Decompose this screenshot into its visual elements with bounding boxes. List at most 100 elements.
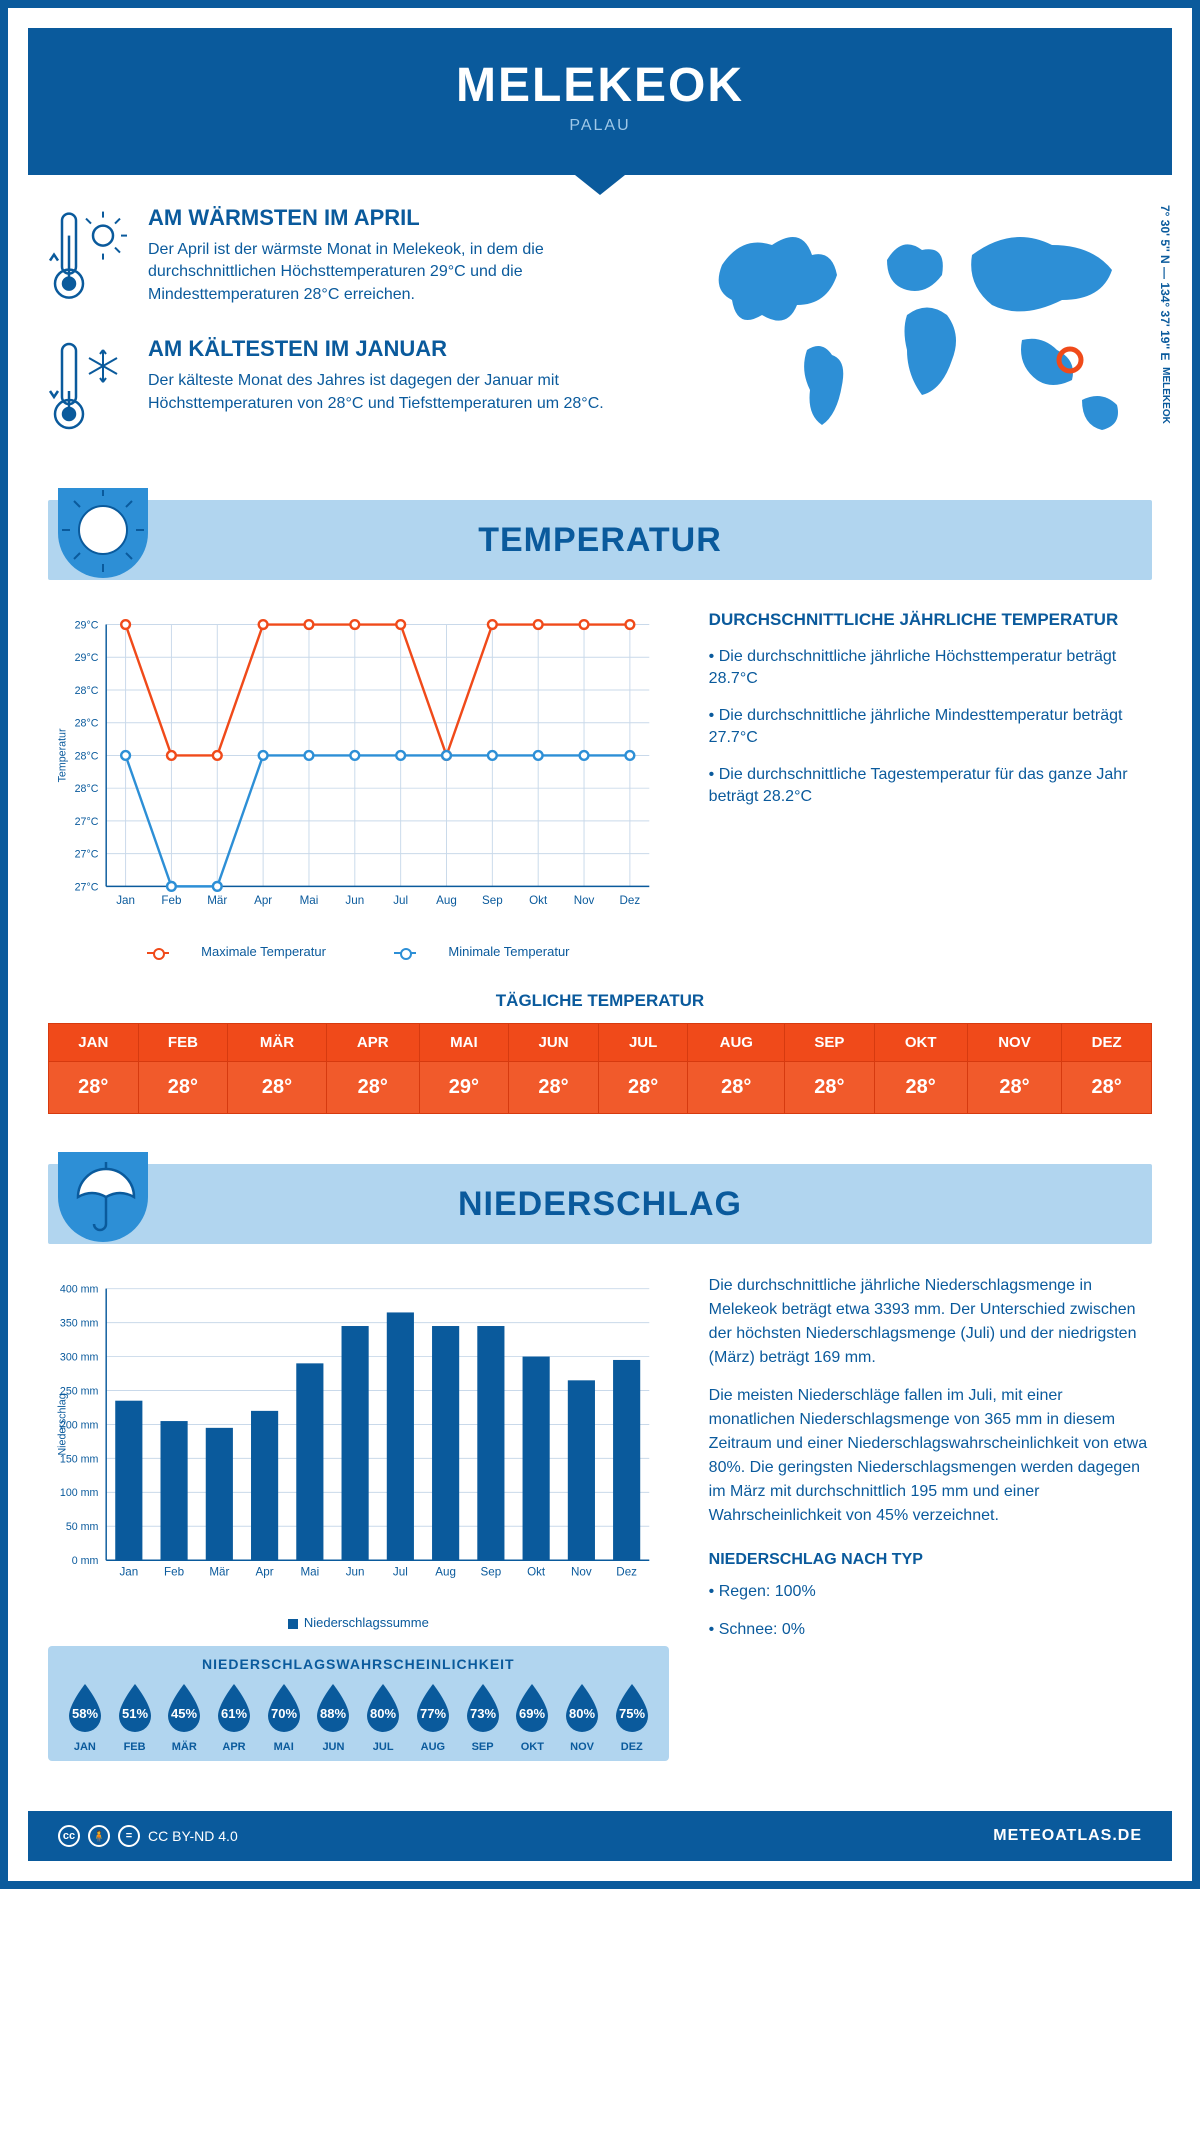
- probability-drop: 45%MÄR: [159, 1682, 209, 1753]
- thermometer-sun-icon: [48, 205, 128, 306]
- daily-header-cell: APR: [326, 1024, 419, 1062]
- daily-header-cell: NOV: [967, 1024, 1062, 1062]
- daily-value-cell: 28°: [1062, 1062, 1152, 1114]
- svg-text:75%: 75%: [619, 1706, 645, 1721]
- svg-text:Mär: Mär: [207, 894, 227, 907]
- svg-text:Jul: Jul: [393, 1566, 408, 1579]
- daily-value-cell: 28°: [138, 1062, 228, 1114]
- daily-header-cell: JUN: [509, 1024, 599, 1062]
- precipitation-legend: Niederschlagssumme: [48, 1615, 669, 1630]
- sun-icon: [58, 488, 148, 578]
- svg-text:350 mm: 350 mm: [60, 1318, 99, 1330]
- temperature-section-header: TEMPERATUR: [48, 500, 1152, 580]
- svg-text:100 mm: 100 mm: [60, 1487, 99, 1499]
- daily-header-cell: OKT: [874, 1024, 967, 1062]
- svg-text:69%: 69%: [519, 1706, 545, 1721]
- probability-drop: 77%AUG: [408, 1682, 458, 1753]
- warmest-title: AM WÄRMSTEN IM APRIL: [148, 205, 652, 231]
- temperature-title: TEMPERATUR: [478, 521, 722, 560]
- svg-text:Dez: Dez: [616, 1566, 637, 1579]
- svg-text:58%: 58%: [72, 1706, 98, 1721]
- svg-text:Sep: Sep: [482, 894, 503, 907]
- probability-drop: 80%JUL: [358, 1682, 408, 1753]
- svg-text:Temperatur: Temperatur: [56, 728, 68, 782]
- world-map: 7° 30' 5'' N — 134° 37' 19'' E MELEKEOK: [692, 205, 1152, 470]
- svg-text:28°C: 28°C: [75, 685, 99, 697]
- daily-value-cell: 28°: [49, 1062, 139, 1114]
- svg-text:Aug: Aug: [435, 1566, 456, 1579]
- svg-text:Feb: Feb: [161, 894, 181, 907]
- svg-text:Jun: Jun: [346, 1566, 365, 1579]
- svg-text:50 mm: 50 mm: [66, 1521, 99, 1533]
- svg-text:80%: 80%: [370, 1706, 396, 1721]
- svg-text:28°C: 28°C: [75, 718, 99, 730]
- svg-text:400 mm: 400 mm: [60, 1284, 99, 1296]
- svg-text:Okt: Okt: [527, 1566, 546, 1579]
- precipitation-bar-chart: 0 mm50 mm100 mm150 mm200 mm250 mm300 mm3…: [48, 1274, 669, 1630]
- precipitation-section-header: NIEDERSCHLAG: [48, 1164, 1152, 1244]
- svg-text:Nov: Nov: [574, 894, 595, 907]
- svg-text:29°C: 29°C: [75, 619, 99, 631]
- daily-value-cell: 28°: [228, 1062, 327, 1114]
- svg-text:28°C: 28°C: [75, 750, 99, 762]
- daily-header-cell: SEP: [785, 1024, 875, 1062]
- city-title: MELEKEOK: [48, 58, 1152, 113]
- by-icon: 🧍: [88, 1825, 110, 1847]
- probability-drop: 61%APR: [209, 1682, 259, 1753]
- warmest-body: Der April ist der wärmste Monat in Melek…: [148, 239, 652, 306]
- daily-value-cell: 28°: [874, 1062, 967, 1114]
- precipitation-probability-box: NIEDERSCHLAGSWAHRSCHEINLICHKEIT 58%JAN51…: [48, 1646, 669, 1761]
- svg-text:0 mm: 0 mm: [72, 1555, 99, 1567]
- daily-header-cell: JAN: [49, 1024, 139, 1062]
- svg-text:Dez: Dez: [620, 894, 641, 907]
- svg-text:51%: 51%: [122, 1706, 148, 1721]
- daily-temperature-title: TÄGLICHE TEMPERATUR: [48, 991, 1152, 1011]
- page-header: MELEKEOK PALAU: [28, 28, 1172, 175]
- daily-header-cell: MAI: [419, 1024, 509, 1062]
- temperature-legend: Maximale Temperatur Minimale Temperatur: [48, 943, 669, 961]
- thermometer-snow-icon: [48, 336, 128, 436]
- svg-text:70%: 70%: [271, 1706, 297, 1721]
- svg-text:Mai: Mai: [300, 1566, 319, 1579]
- nd-icon: =: [118, 1825, 140, 1847]
- daily-header-cell: FEB: [138, 1024, 228, 1062]
- daily-value-cell: 29°: [419, 1062, 509, 1114]
- probability-drop: 73%SEP: [458, 1682, 508, 1753]
- svg-text:Mai: Mai: [300, 894, 319, 907]
- daily-header-cell: DEZ: [1062, 1024, 1152, 1062]
- coldest-title: AM KÄLTESTEN IM JANUAR: [148, 336, 652, 362]
- daily-value-cell: 28°: [688, 1062, 785, 1114]
- daily-value-cell: 28°: [326, 1062, 419, 1114]
- svg-text:88%: 88%: [320, 1706, 346, 1721]
- svg-text:27°C: 27°C: [75, 816, 99, 828]
- svg-text:300 mm: 300 mm: [60, 1351, 99, 1363]
- temperature-line-chart: 27°C27°C27°C28°C28°C28°C28°C29°C29°CJanF…: [48, 610, 669, 961]
- warmest-fact: AM WÄRMSTEN IM APRIL Der April ist der w…: [48, 205, 652, 306]
- daily-value-cell: 28°: [967, 1062, 1062, 1114]
- svg-text:Jan: Jan: [116, 894, 135, 907]
- probability-drop: 51%FEB: [110, 1682, 160, 1753]
- temperature-summary: DURCHSCHNITTLICHE JÄHRLICHE TEMPERATUR •…: [709, 610, 1152, 961]
- country-subtitle: PALAU: [48, 117, 1152, 135]
- svg-text:Feb: Feb: [164, 1566, 184, 1579]
- probability-drop: 75%DEZ: [607, 1682, 657, 1753]
- wind-icon: [0, 28, 8, 98]
- svg-text:Apr: Apr: [254, 894, 272, 907]
- svg-text:Jul: Jul: [393, 894, 408, 907]
- svg-text:27°C: 27°C: [75, 849, 99, 861]
- probability-drop: 69%OKT: [507, 1682, 557, 1753]
- probability-drop: 70%MAI: [259, 1682, 309, 1753]
- daily-temperature-table: JANFEBMÄRAPRMAIJUNJULAUGSEPOKTNOVDEZ 28°…: [48, 1023, 1152, 1114]
- svg-text:Jan: Jan: [119, 1566, 138, 1579]
- svg-text:61%: 61%: [221, 1706, 247, 1721]
- svg-text:Okt: Okt: [529, 894, 548, 907]
- daily-value-cell: 28°: [785, 1062, 875, 1114]
- cc-icon: cc: [58, 1825, 80, 1847]
- svg-text:45%: 45%: [171, 1706, 197, 1721]
- probability-drop: 88%JUN: [309, 1682, 359, 1753]
- coldest-body: Der kälteste Monat des Jahres ist dagege…: [148, 370, 652, 415]
- probability-drop: 58%JAN: [60, 1682, 110, 1753]
- svg-text:Aug: Aug: [436, 894, 457, 907]
- umbrella-icon: [58, 1152, 148, 1242]
- license-text: CC BY-ND 4.0: [148, 1828, 238, 1844]
